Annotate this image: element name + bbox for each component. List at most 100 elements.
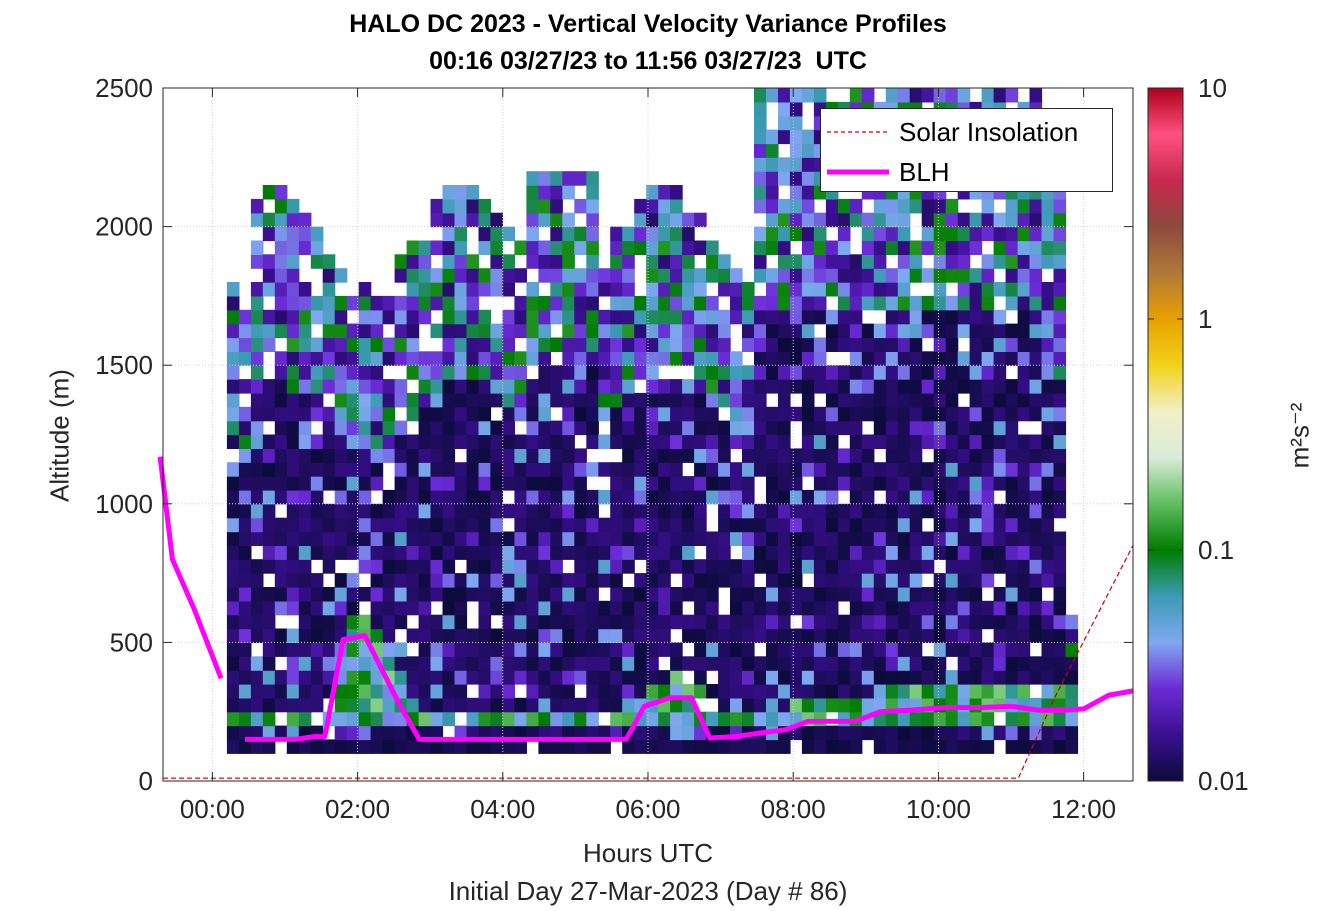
heatmap-cell [789, 573, 803, 588]
heatmap-cell [382, 600, 396, 616]
heatmap-cell [909, 323, 923, 339]
heatmap-cell [442, 628, 456, 643]
heatmap-cell [706, 379, 719, 394]
heatmap-cell [933, 684, 947, 699]
heatmap-cell [801, 198, 815, 214]
heatmap-cell [813, 697, 827, 713]
heatmap-cell [610, 295, 623, 311]
heatmap-cell [801, 503, 815, 519]
heatmap-cell [526, 420, 539, 436]
heatmap-cell [622, 614, 635, 630]
heatmap-cell [658, 531, 671, 546]
heatmap-cell [322, 309, 336, 325]
heatmap-cell [490, 476, 503, 491]
legend-swatch-solar [827, 131, 889, 133]
heatmap-cell [933, 656, 947, 671]
heatmap-cell [789, 212, 803, 228]
heatmap-cell [1041, 198, 1055, 214]
heatmap-cell [801, 406, 815, 422]
heatmap-cell [550, 226, 563, 242]
heatmap-cell [562, 420, 575, 436]
heatmap-cell [454, 545, 468, 560]
heatmap-cell [610, 392, 623, 408]
heatmap-cell [742, 739, 755, 754]
heatmap-cell [490, 587, 503, 602]
heatmap-cell [849, 268, 863, 283]
heatmap-cell [238, 628, 252, 643]
axes: 00:00 02:00 04:00 06:00 08:00 10:00 12:0005001… [95, 73, 1134, 824]
heatmap-cell [885, 545, 899, 560]
heatmap-cell [274, 420, 288, 436]
heatmap-cell [873, 559, 887, 574]
heatmap-cell [909, 545, 923, 560]
heatmap-cell [933, 503, 947, 519]
heatmap-cell [406, 628, 420, 643]
heatmap-cell [646, 573, 659, 588]
heatmap-cell [634, 226, 647, 242]
heatmap-cell [861, 573, 875, 588]
heatmap-cell [526, 697, 539, 713]
heatmap-cell [490, 670, 503, 685]
heatmap-cell [825, 489, 839, 505]
heatmap-cell [394, 309, 408, 325]
heatmap-cell [574, 309, 587, 325]
heatmap-cell [969, 365, 983, 380]
heatmap-cell [801, 531, 815, 546]
heatmap-cell [454, 254, 468, 269]
heatmap-cell [670, 337, 683, 352]
heatmap-cell [789, 129, 803, 145]
heatmap-cell [849, 503, 863, 519]
heatmap-cell [646, 448, 659, 463]
x-axis-label: Hours UTC [582, 838, 713, 868]
heatmap-cell [574, 614, 587, 630]
heatmap-cell [694, 337, 707, 352]
heatmap-cell [442, 282, 456, 297]
heatmap-cell [442, 739, 456, 754]
heatmap-cell [454, 670, 468, 685]
heatmap-cell [969, 517, 983, 533]
heatmap-cell [310, 434, 324, 449]
heatmap-cell [490, 462, 503, 477]
heatmap-cell [622, 684, 635, 699]
heatmap-cell [825, 365, 839, 380]
heatmap-cell [837, 462, 851, 477]
heatmap-cell [933, 212, 947, 228]
heatmap-cell [298, 365, 312, 380]
heatmap-cell [574, 420, 587, 436]
heatmap-cell [502, 656, 515, 671]
heatmap-cell [706, 462, 719, 477]
heatmap-cell [274, 365, 288, 380]
heatmap-cell [861, 670, 875, 685]
heatmap-cell [969, 739, 983, 754]
heatmap-cell [957, 448, 971, 463]
heatmap-cell [634, 406, 647, 422]
heatmap-cell [586, 379, 599, 394]
heatmap-cell [298, 351, 312, 366]
heatmap-cell [897, 337, 911, 352]
heatmap-cell [526, 684, 539, 699]
heatmap-cell [478, 670, 492, 685]
heatmap-cell [490, 212, 503, 228]
heatmap-cell [957, 379, 971, 394]
heatmap-cell [694, 739, 707, 754]
heatmap-cell [957, 462, 971, 477]
heatmap-cell [346, 337, 360, 352]
heatmap-cell [226, 656, 240, 671]
heatmap-cell [873, 254, 887, 269]
heatmap-cell [1029, 337, 1043, 352]
heatmap-cell [382, 573, 396, 588]
heatmap-cell [442, 656, 456, 671]
heatmap-cell [861, 545, 875, 560]
heatmap-cell [262, 642, 276, 657]
heatmap-cell [454, 240, 468, 255]
heatmap-cell [766, 559, 779, 574]
heatmap-cell [825, 559, 839, 574]
heatmap-cell [706, 489, 719, 505]
heatmap-cell [550, 379, 563, 394]
heatmap-cell [718, 573, 731, 588]
heatmap-cell [454, 476, 468, 491]
heatmap-cell [286, 212, 300, 228]
heatmap-cell [670, 531, 683, 546]
heatmap-cell [1017, 406, 1031, 422]
heatmap-cell [706, 545, 719, 560]
